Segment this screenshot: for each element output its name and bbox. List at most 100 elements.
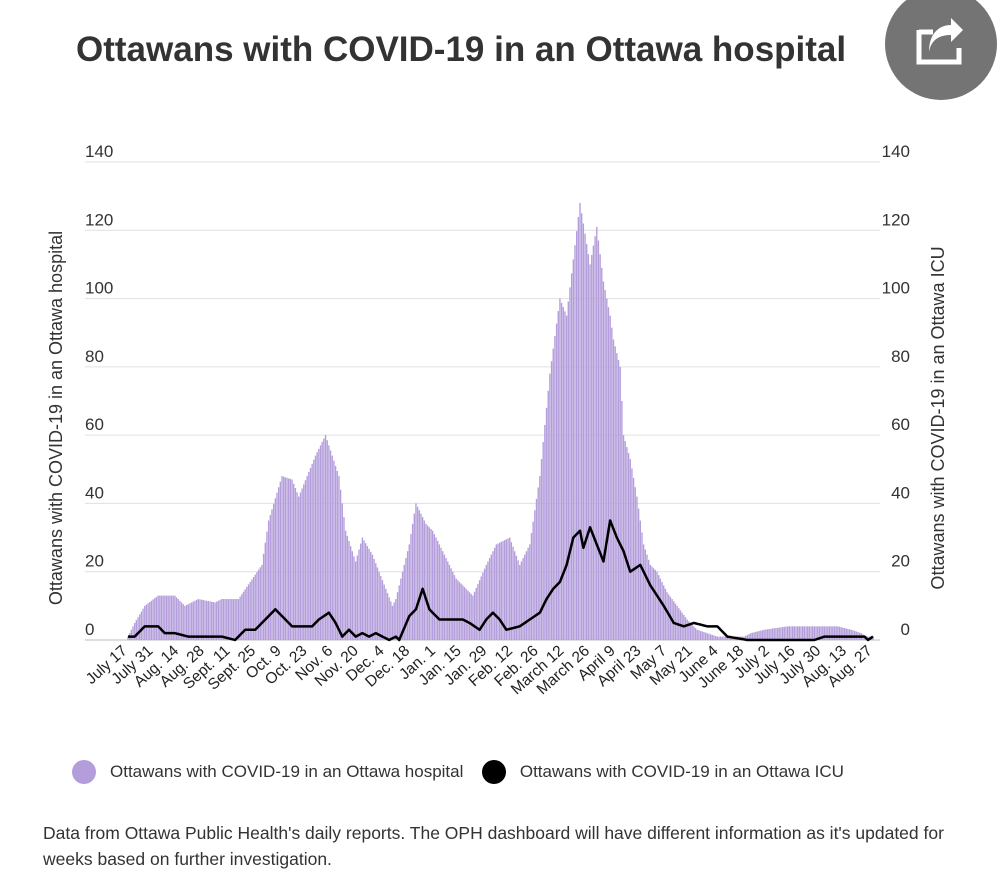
y-tick-label-left: 80 bbox=[85, 347, 104, 366]
bar bbox=[765, 629, 767, 640]
bar bbox=[381, 580, 384, 640]
bar bbox=[761, 630, 764, 640]
bar bbox=[646, 554, 648, 640]
share-button[interactable] bbox=[885, 0, 997, 100]
bar bbox=[339, 489, 342, 640]
bar bbox=[142, 608, 144, 640]
bar bbox=[786, 626, 789, 640]
bar bbox=[822, 626, 824, 640]
bar bbox=[606, 298, 608, 640]
bar bbox=[539, 476, 541, 640]
legend-swatch-icu bbox=[481, 760, 506, 784]
bar bbox=[626, 447, 628, 640]
bar bbox=[753, 632, 755, 640]
bar bbox=[361, 537, 364, 640]
bar bbox=[450, 568, 452, 640]
bar bbox=[467, 590, 469, 640]
bar bbox=[485, 564, 487, 640]
y-tick-label-right: 20 bbox=[891, 552, 910, 571]
bar bbox=[221, 599, 223, 640]
bar bbox=[443, 554, 446, 640]
bar bbox=[544, 424, 546, 640]
bar bbox=[140, 611, 143, 640]
bar bbox=[360, 543, 362, 640]
bar bbox=[802, 626, 804, 640]
bar bbox=[355, 561, 357, 640]
bar bbox=[406, 551, 409, 640]
bar bbox=[746, 634, 749, 640]
bar bbox=[349, 546, 352, 640]
bar bbox=[470, 593, 472, 640]
bar bbox=[552, 348, 554, 640]
hospital-bars bbox=[127, 202, 874, 641]
bar bbox=[314, 455, 317, 640]
bar bbox=[277, 487, 280, 640]
bar bbox=[795, 626, 797, 640]
bar bbox=[375, 563, 377, 640]
bar bbox=[629, 459, 631, 640]
bar bbox=[527, 547, 529, 640]
bar bbox=[179, 600, 181, 640]
bar bbox=[711, 634, 713, 640]
bar bbox=[403, 564, 405, 640]
bar bbox=[597, 240, 600, 640]
bar bbox=[848, 629, 851, 640]
legend-item-hospital[interactable]: Ottawans with COVID-19 in an Ottawa hosp… bbox=[72, 760, 463, 784]
bar bbox=[226, 599, 228, 640]
bar bbox=[482, 572, 484, 640]
bar bbox=[242, 591, 245, 640]
bar bbox=[169, 595, 171, 640]
bar bbox=[686, 619, 688, 640]
bar bbox=[252, 577, 255, 640]
bar bbox=[195, 599, 198, 640]
legend-item-icu[interactable]: Ottawans with COVID-19 in an Ottawa ICU bbox=[481, 760, 844, 784]
bar bbox=[373, 558, 375, 640]
bar bbox=[145, 604, 148, 640]
bar bbox=[241, 594, 243, 640]
bar bbox=[197, 599, 199, 640]
bar bbox=[838, 626, 841, 640]
bar bbox=[264, 542, 266, 640]
bar bbox=[790, 626, 792, 640]
bar bbox=[237, 599, 240, 640]
bar bbox=[348, 540, 350, 640]
bar bbox=[716, 636, 718, 640]
bar bbox=[239, 596, 241, 640]
legend-swatch-hospital bbox=[72, 760, 96, 784]
bar bbox=[847, 628, 849, 640]
bar bbox=[344, 530, 347, 640]
bar bbox=[152, 599, 154, 640]
bar bbox=[211, 601, 213, 640]
bar bbox=[510, 542, 513, 640]
bar bbox=[368, 548, 370, 640]
bar bbox=[460, 583, 462, 640]
bar bbox=[758, 631, 760, 640]
bar bbox=[396, 592, 399, 640]
bar bbox=[592, 245, 595, 640]
bar bbox=[701, 631, 703, 640]
bar bbox=[617, 360, 620, 640]
bar bbox=[135, 620, 138, 640]
bar bbox=[147, 603, 149, 640]
bar bbox=[160, 595, 163, 640]
bar bbox=[515, 555, 518, 640]
bar bbox=[418, 510, 420, 640]
bar bbox=[830, 626, 832, 640]
bar bbox=[495, 544, 497, 640]
bar bbox=[319, 445, 322, 640]
y-axis-right: 0 20 40 60 80 100 120 140 bbox=[882, 142, 910, 639]
bar bbox=[581, 213, 583, 640]
y-tick-label-right: 140 bbox=[882, 142, 910, 161]
bar bbox=[370, 551, 372, 640]
bar bbox=[726, 636, 729, 640]
bar bbox=[416, 506, 419, 640]
bar bbox=[254, 574, 256, 640]
bar bbox=[800, 626, 802, 640]
icu-line bbox=[128, 519, 874, 642]
bar bbox=[545, 407, 548, 640]
bar bbox=[378, 571, 380, 640]
bar bbox=[457, 580, 459, 640]
bar bbox=[534, 510, 536, 640]
bar bbox=[281, 476, 283, 640]
bar bbox=[788, 626, 790, 640]
